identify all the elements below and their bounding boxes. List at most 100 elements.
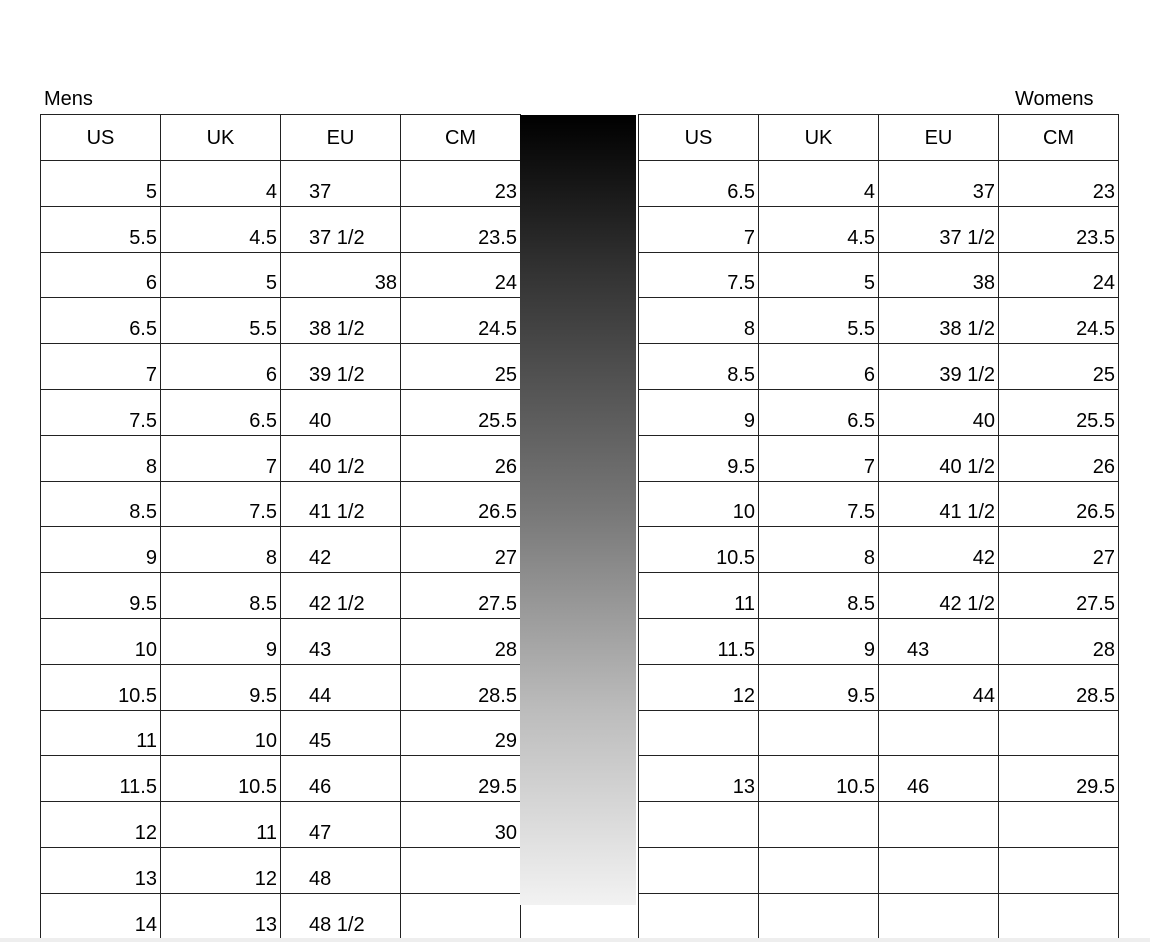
table-cell-us: 12 [40, 801, 161, 848]
table-row: 9.5 8.5 42 1/2 27.5 [40, 572, 521, 619]
table-cell-cm [400, 846, 521, 894]
table-row: 8.5 7.5 41 1/2 26.5 [40, 480, 521, 528]
table-cell-eu: 38 1/2 [280, 297, 401, 345]
page-edge [0, 938, 1150, 942]
table-cell-eu: 38 [878, 251, 999, 299]
table-cell-cm [400, 892, 521, 940]
table-cell-eu: 42 [280, 526, 401, 574]
table-cell-cm: 27 [400, 526, 521, 574]
table-cell-uk: 6.5 [160, 388, 281, 436]
table-row: 10 7.5 41 1/2 26.5 [638, 480, 1119, 528]
table-cell-eu: 42 [878, 526, 999, 574]
table-cell-uk: 10.5 [160, 755, 281, 803]
table-cell-us: 7 [638, 205, 759, 253]
table-row: 11.5 9 43 28 [638, 617, 1119, 665]
table-row [638, 892, 1119, 940]
table-cell-us: 10 [40, 617, 161, 665]
table-cell-uk: 7 [160, 434, 281, 482]
table-cell-eu: 40 1/2 [280, 434, 401, 482]
table-row: 9.5 7 40 1/2 26 [638, 434, 1119, 482]
table-cell-eu: 42 1/2 [280, 572, 401, 619]
table-row: 14 13 48 1/2 [40, 892, 521, 940]
table-cell-eu: 45 [280, 709, 401, 757]
table-cell-eu: 41 1/2 [878, 480, 999, 528]
table-cell-us: 7 [40, 343, 161, 390]
table-row: 10 9 43 28 [40, 617, 521, 665]
table-cell-us: 10 [638, 480, 759, 528]
column-header-eu: EU [280, 114, 401, 161]
table-cell-cm: 23 [998, 160, 1119, 207]
table-cell-us: 8 [40, 434, 161, 482]
table-cell-uk [758, 846, 879, 894]
table-cell-uk: 6.5 [758, 388, 879, 436]
table-cell-us: 11 [40, 709, 161, 757]
table-row: 13 10.5 46 29.5 [638, 755, 1119, 803]
table-cell-uk: 5.5 [758, 297, 879, 345]
table-cell-cm: 27 [998, 526, 1119, 574]
table-cell-uk: 9 [758, 617, 879, 665]
table-cell-us: 7.5 [40, 388, 161, 436]
table-row [638, 801, 1119, 848]
table-cell-cm: 27.5 [998, 572, 1119, 619]
table-cell-uk: 7.5 [160, 480, 281, 528]
table-cell-uk: 6 [758, 343, 879, 390]
table-cell-eu [878, 892, 999, 940]
table-cell-eu: 48 [280, 846, 401, 894]
table-cell-us: 13 [40, 846, 161, 894]
table-cell-cm [998, 892, 1119, 940]
column-header-uk: UK [160, 114, 281, 161]
table-cell-us: 6 [40, 251, 161, 299]
table-cell-us: 13 [638, 755, 759, 803]
table-cell-us: 14 [40, 892, 161, 940]
table-cell-us: 6.5 [40, 297, 161, 345]
table-row [638, 846, 1119, 894]
table-cell-uk: 5 [160, 251, 281, 299]
table-cell-us: 11 [638, 572, 759, 619]
table-row: 6.5 4 37 23 [638, 160, 1119, 207]
table-cell-cm: 24 [400, 251, 521, 299]
table-cell-uk: 4 [758, 160, 879, 207]
table-cell-us [638, 801, 759, 848]
table-cell-cm: 24.5 [998, 297, 1119, 345]
column-header-us: US [638, 114, 759, 161]
table-cell-uk: 5 [758, 251, 879, 299]
table-cell-uk: 4.5 [758, 205, 879, 253]
table-cell-eu: 37 [878, 160, 999, 207]
table-cell-uk: 8 [758, 526, 879, 574]
table-cell-us: 10.5 [638, 526, 759, 574]
table-cell-eu: 38 [280, 251, 401, 299]
table-cell-uk: 8 [160, 526, 281, 574]
column-header-eu: EU [878, 114, 999, 161]
table-cell-us [638, 846, 759, 894]
table-cell-uk: 12 [160, 846, 281, 894]
table-cell-cm [998, 801, 1119, 848]
table-cell-us: 11.5 [40, 755, 161, 803]
table-cell-cm: 25.5 [400, 388, 521, 436]
gradient-divider [520, 115, 636, 905]
table-cell-eu: 39 1/2 [280, 343, 401, 390]
table-cell-us: 9.5 [40, 572, 161, 619]
table-cell-uk: 10 [160, 709, 281, 757]
table-cell-eu: 43 [878, 617, 999, 665]
table-cell-us: 12 [638, 663, 759, 711]
table-cell-uk: 7.5 [758, 480, 879, 528]
table-cell-uk [758, 709, 879, 757]
womens-size-table: US UK EU CM 6.5 4 37 23 7 4.5 37 1/2 23.5 7.5 5 38 24 8 5… [638, 114, 1119, 940]
table-cell-eu [878, 846, 999, 894]
column-header-cm: CM [400, 114, 521, 161]
table-row: 12 11 47 30 [40, 801, 521, 848]
table-cell-cm: 25 [400, 343, 521, 390]
table-cell-uk: 7 [758, 434, 879, 482]
table-cell-uk: 8.5 [160, 572, 281, 619]
table-cell-us [638, 892, 759, 940]
table-cell-cm [998, 709, 1119, 757]
table-row: 13 12 48 [40, 846, 521, 894]
table-row: 10.5 8 42 27 [638, 526, 1119, 574]
womens-title: Womens [1015, 88, 1094, 110]
table-cell-us: 5 [40, 160, 161, 207]
table-cell-us: 10.5 [40, 663, 161, 711]
table-cell-cm: 28.5 [400, 663, 521, 711]
table-cell-eu: 46 [878, 755, 999, 803]
table-cell-eu [878, 709, 999, 757]
table-cell-cm: 28.5 [998, 663, 1119, 711]
